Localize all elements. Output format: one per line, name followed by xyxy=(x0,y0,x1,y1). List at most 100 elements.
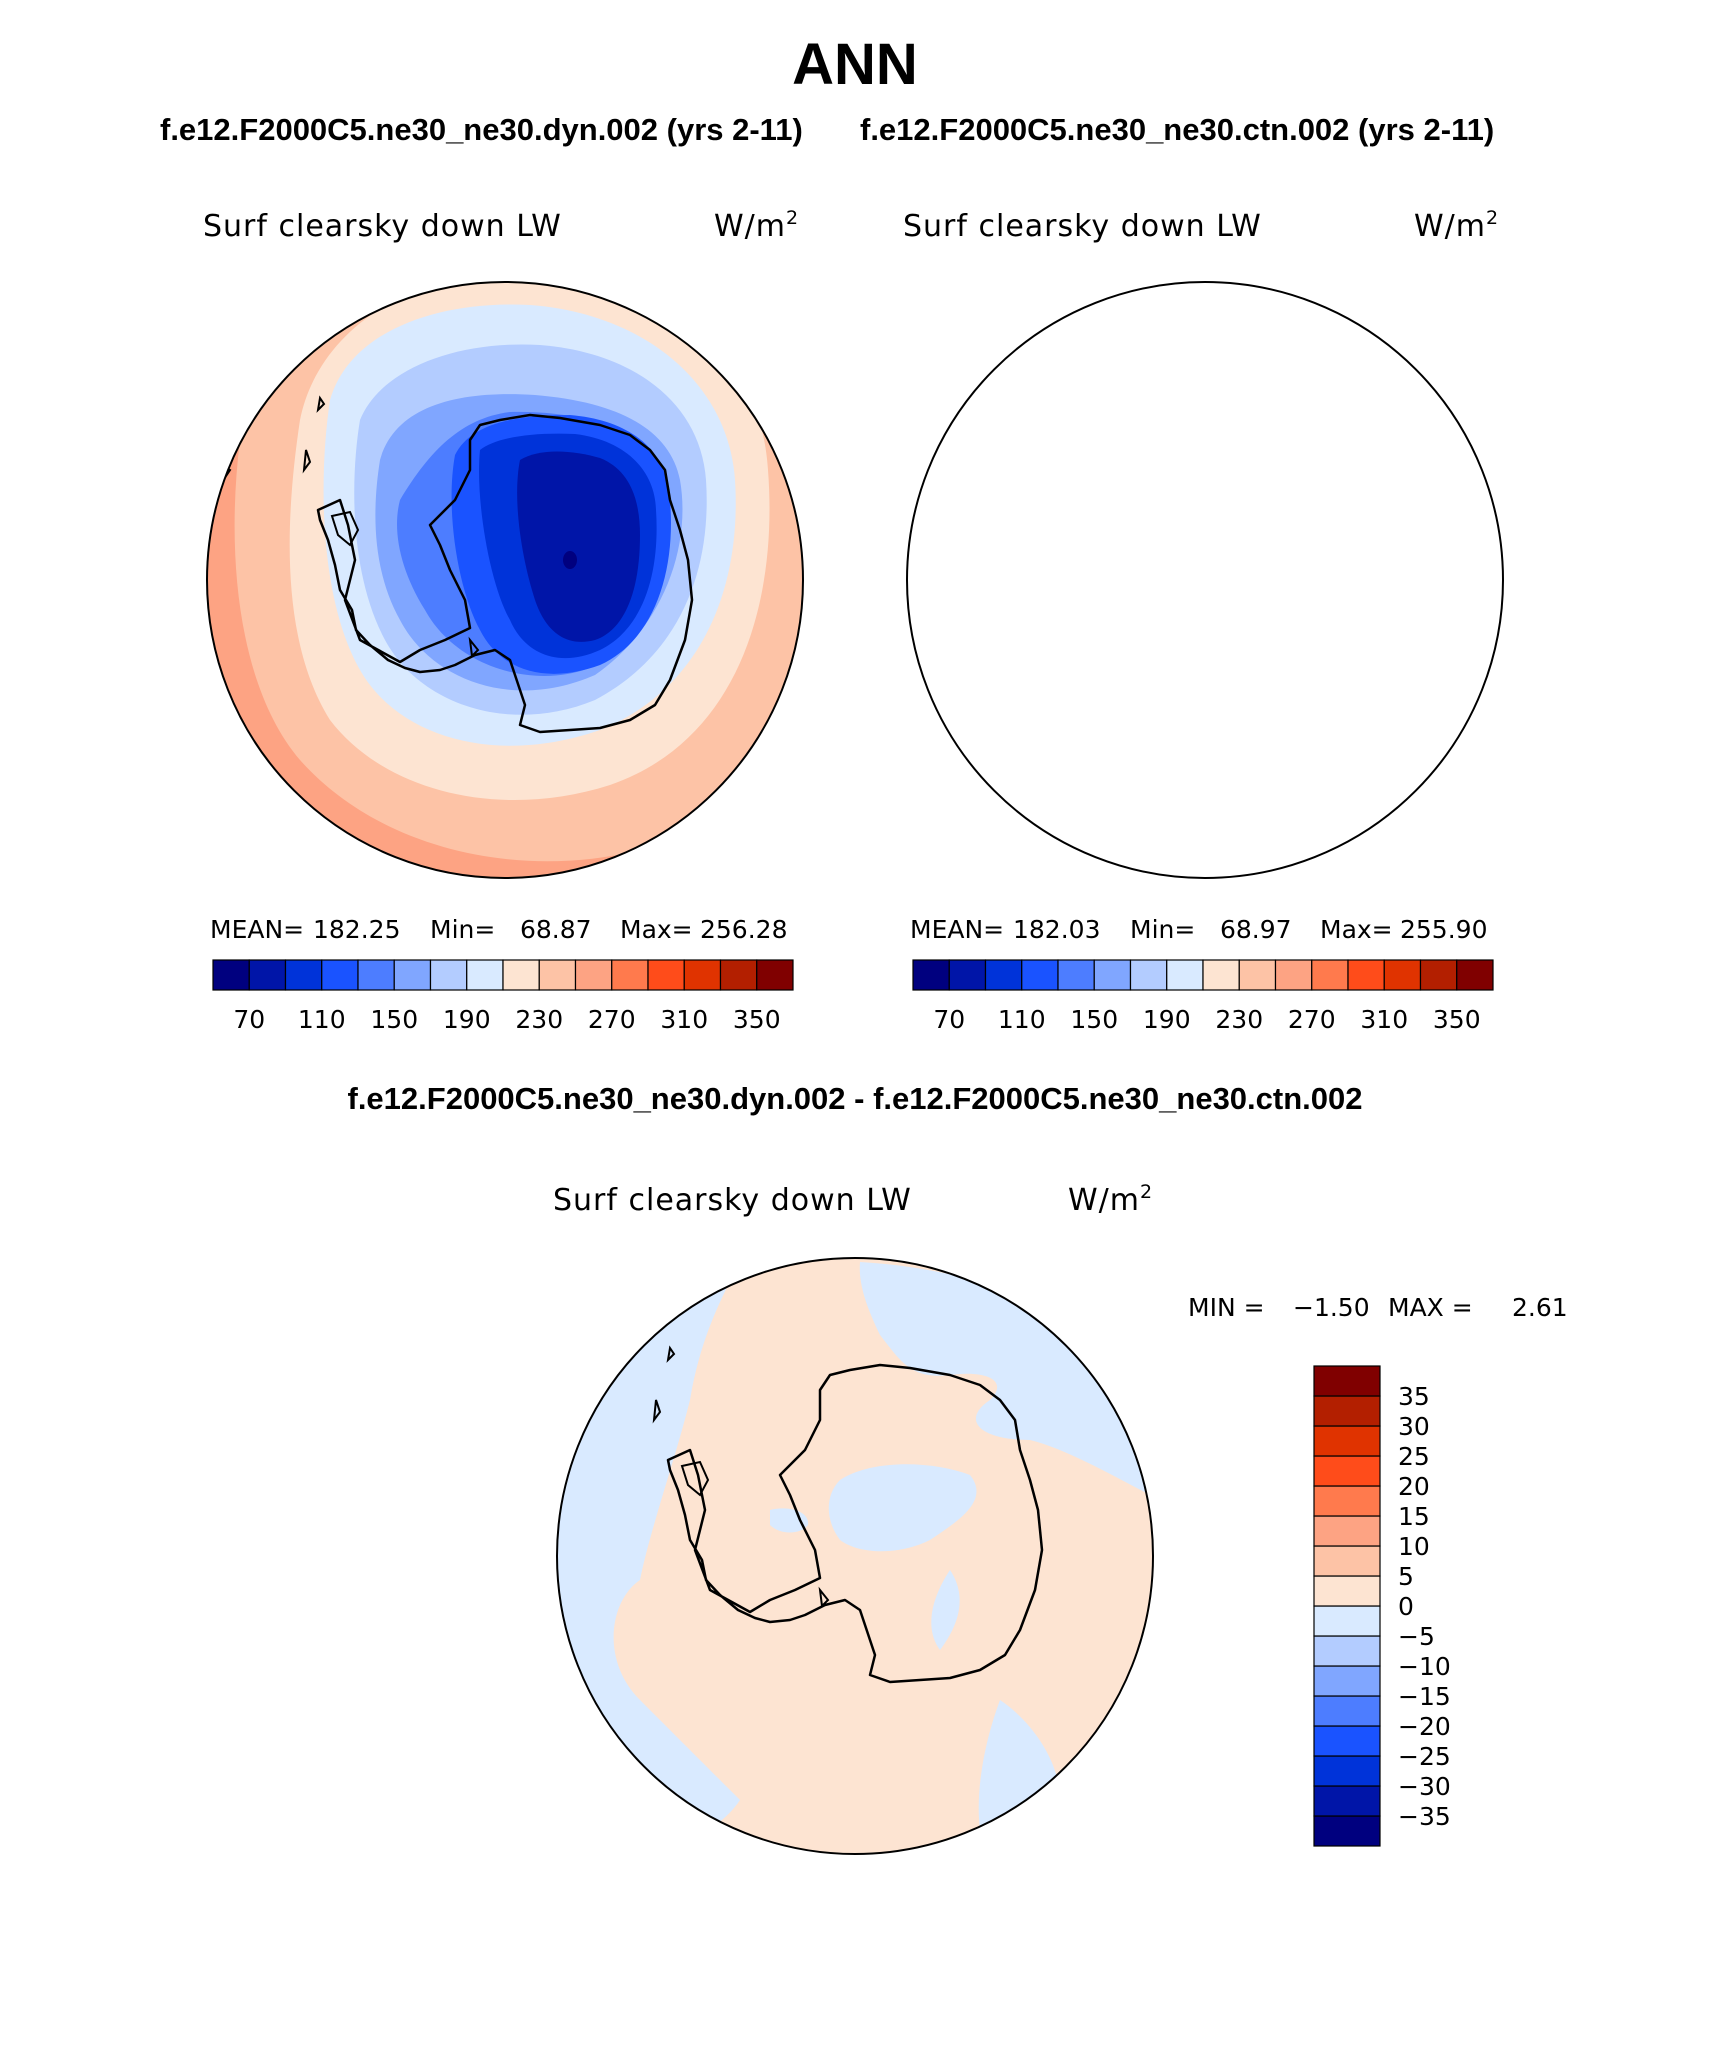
colorbar-swatch xyxy=(357,959,395,991)
panel1-variable-label: Surf clearsky down LW xyxy=(203,209,562,244)
colorbar-tick-label: 110 xyxy=(298,1005,346,1034)
colorbar-swatch xyxy=(1313,1395,1381,1427)
colorbar-tick-label: 150 xyxy=(1070,1005,1118,1034)
colorbar-swatch xyxy=(683,959,722,991)
colorbar-tick-label: 350 xyxy=(733,1005,781,1034)
colorbar-swatch xyxy=(948,959,987,991)
panel2-mean-value: 182.03 xyxy=(1013,915,1100,944)
panel1-max-value: 256.28 xyxy=(700,915,787,944)
colorbar-tick-label: 10 xyxy=(1398,1532,1430,1561)
panel1-mean-label: MEAN= xyxy=(210,915,304,944)
panel2-units: W/m2 xyxy=(1414,207,1499,244)
colorbar-swatch xyxy=(1313,1815,1381,1847)
colorbar-tick-label: −5 xyxy=(1398,1622,1435,1651)
colorbar-tick-label: 350 xyxy=(1433,1005,1481,1034)
colorbar-swatch xyxy=(1313,1605,1381,1637)
diff-header: f.e12.F2000C5.ne30_ne30.dyn.002 - f.e12.… xyxy=(348,1081,1363,1116)
colorbar-tick-label: 20 xyxy=(1398,1472,1430,1501)
colorbar-swatch xyxy=(1166,959,1204,991)
case-header-left: f.e12.F2000C5.ne30_ne30.dyn.002 (yrs 2-1… xyxy=(160,112,803,147)
panel2-variable-label: Surf clearsky down LW xyxy=(903,209,1262,244)
panel1-stats: MEAN= 182.25 Min= 68.87 Max= 256.28 xyxy=(210,915,787,944)
colorbar-swatch xyxy=(321,959,359,991)
colorbar-tick-label: 110 xyxy=(998,1005,1046,1034)
colorbar-swatch xyxy=(1313,1365,1381,1397)
panel1-colorbar xyxy=(212,959,794,991)
colorbar-tick-label: 70 xyxy=(933,1005,965,1034)
panel2-mean-label: MEAN= xyxy=(910,915,1004,944)
colorbar-swatch xyxy=(1021,959,1059,991)
colorbar-swatch xyxy=(1313,1695,1381,1727)
panel1-min-label: Min= xyxy=(430,915,495,944)
panel1-min-value: 68.87 xyxy=(520,915,592,944)
colorbar-tick-label: 5 xyxy=(1398,1562,1414,1591)
colorbar-swatch xyxy=(1274,959,1313,991)
panel3-colorbar xyxy=(1313,1365,1381,1847)
colorbar-swatch xyxy=(1313,1665,1381,1697)
colorbar-tick-label: −20 xyxy=(1398,1712,1451,1741)
colorbar-swatch xyxy=(1313,1425,1381,1457)
panel3-min-value: −1.50 xyxy=(1293,1293,1370,1322)
colorbar-swatch xyxy=(1093,959,1132,991)
colorbar-tick-label: 30 xyxy=(1398,1412,1430,1441)
colorbar-swatch xyxy=(1313,1545,1381,1577)
panel3-max-value: 2.61 xyxy=(1512,1293,1568,1322)
panel2-min-label: Min= xyxy=(1130,915,1195,944)
colorbar-tick-label: 15 xyxy=(1398,1502,1430,1531)
colorbar-swatch xyxy=(1313,1455,1381,1487)
panel2-colorbar-ticks: 70 110 150 190 230 270 310 350 xyxy=(933,1005,1480,1034)
colorbar-swatch xyxy=(1129,959,1168,991)
panel2-max-label: Max= xyxy=(1320,915,1393,944)
colorbar-tick-label: 270 xyxy=(1288,1005,1336,1034)
colorbar-swatch xyxy=(1313,1515,1381,1547)
colorbar-tick-label: 230 xyxy=(1215,1005,1263,1034)
colorbar-tick-label: −15 xyxy=(1398,1682,1451,1711)
colorbar-swatch xyxy=(248,959,287,991)
panel2-colorbar xyxy=(912,959,1494,991)
colorbar-tick-label: 230 xyxy=(515,1005,563,1034)
colorbar-swatch xyxy=(393,959,432,991)
colorbar-swatch xyxy=(1311,959,1349,991)
colorbar-tick-label: 35 xyxy=(1398,1382,1430,1411)
colorbar-swatch xyxy=(984,959,1023,991)
colorbar-swatch xyxy=(912,959,950,991)
colorbar-swatch xyxy=(756,959,794,991)
colorbar-swatch xyxy=(429,959,468,991)
colorbar-tick-label: 150 xyxy=(370,1005,418,1034)
colorbar-swatch xyxy=(611,959,649,991)
panel2-stats: MEAN= 182.03 Min= 68.97 Max= 255.90 xyxy=(910,915,1487,944)
colorbar-tick-label: 270 xyxy=(588,1005,636,1034)
colorbar-swatch xyxy=(1313,1725,1381,1757)
colorbar-swatch xyxy=(466,959,504,991)
panel3-max-label: MAX = xyxy=(1388,1293,1473,1322)
colorbar-swatch xyxy=(1238,959,1277,991)
panel1-max-label: Max= xyxy=(620,915,693,944)
colorbar-tick-label: 310 xyxy=(660,1005,708,1034)
colorbar-swatch xyxy=(1313,1635,1381,1667)
panel2-south-polar-map xyxy=(906,281,1504,879)
panel3-south-polar-map xyxy=(556,1257,1154,1855)
colorbar-swatch xyxy=(647,959,685,991)
case-header-right: f.e12.F2000C5.ne30_ne30.ctn.002 (yrs 2-1… xyxy=(860,112,1494,147)
colorbar-swatch xyxy=(284,959,323,991)
colorbar-swatch xyxy=(1347,959,1385,991)
colorbar-tick-label: 70 xyxy=(233,1005,265,1034)
panel3-variable-label: Surf clearsky down LW xyxy=(553,1183,912,1218)
colorbar-tick-label: 190 xyxy=(443,1005,491,1034)
colorbar-swatch xyxy=(1456,959,1494,991)
colorbar-swatch xyxy=(574,959,613,991)
colorbar-tick-label: −10 xyxy=(1398,1652,1451,1681)
panel1-colorbar-ticks: 70 110 150 190 230 270 310 350 xyxy=(233,1005,780,1034)
main-title: ANN xyxy=(792,32,918,97)
panel1-mean-value: 182.25 xyxy=(313,915,400,944)
colorbar-swatch xyxy=(1057,959,1095,991)
panel1-south-polar-map xyxy=(206,281,804,879)
panel2-max-value: 255.90 xyxy=(1400,915,1487,944)
colorbar-tick-label: 0 xyxy=(1398,1592,1414,1621)
panel2-min-value: 68.97 xyxy=(1220,915,1292,944)
colorbar-tick-label: −25 xyxy=(1398,1742,1451,1771)
colorbar-swatch xyxy=(1202,959,1240,991)
